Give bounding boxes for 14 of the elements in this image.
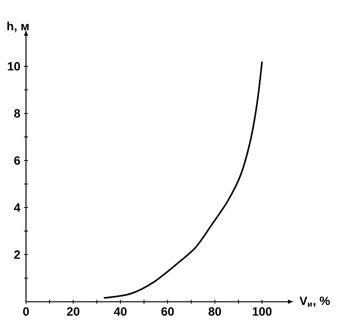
y-axis-title: h, м — [7, 22, 29, 32]
x-tick-label: 0 — [23, 307, 29, 316]
x-axis-title: V$_{и}$, % — [299, 296, 330, 307]
y-tick-label: 8 — [14, 109, 20, 118]
x-tick-label: 80 — [208, 307, 222, 316]
x-tick-label: 20 — [66, 307, 80, 316]
y-tick-label: 4 — [14, 203, 20, 212]
y-tick-label: 2 — [14, 250, 20, 259]
x-tick-label: 40 — [114, 307, 127, 316]
line-series — [103, 60, 263, 299]
y-tick-label: 10 — [8, 62, 20, 71]
x-tick-label: 100 — [252, 307, 272, 316]
x-tick-label: 60 — [161, 307, 174, 316]
y-tick-label: 6 — [14, 156, 20, 165]
